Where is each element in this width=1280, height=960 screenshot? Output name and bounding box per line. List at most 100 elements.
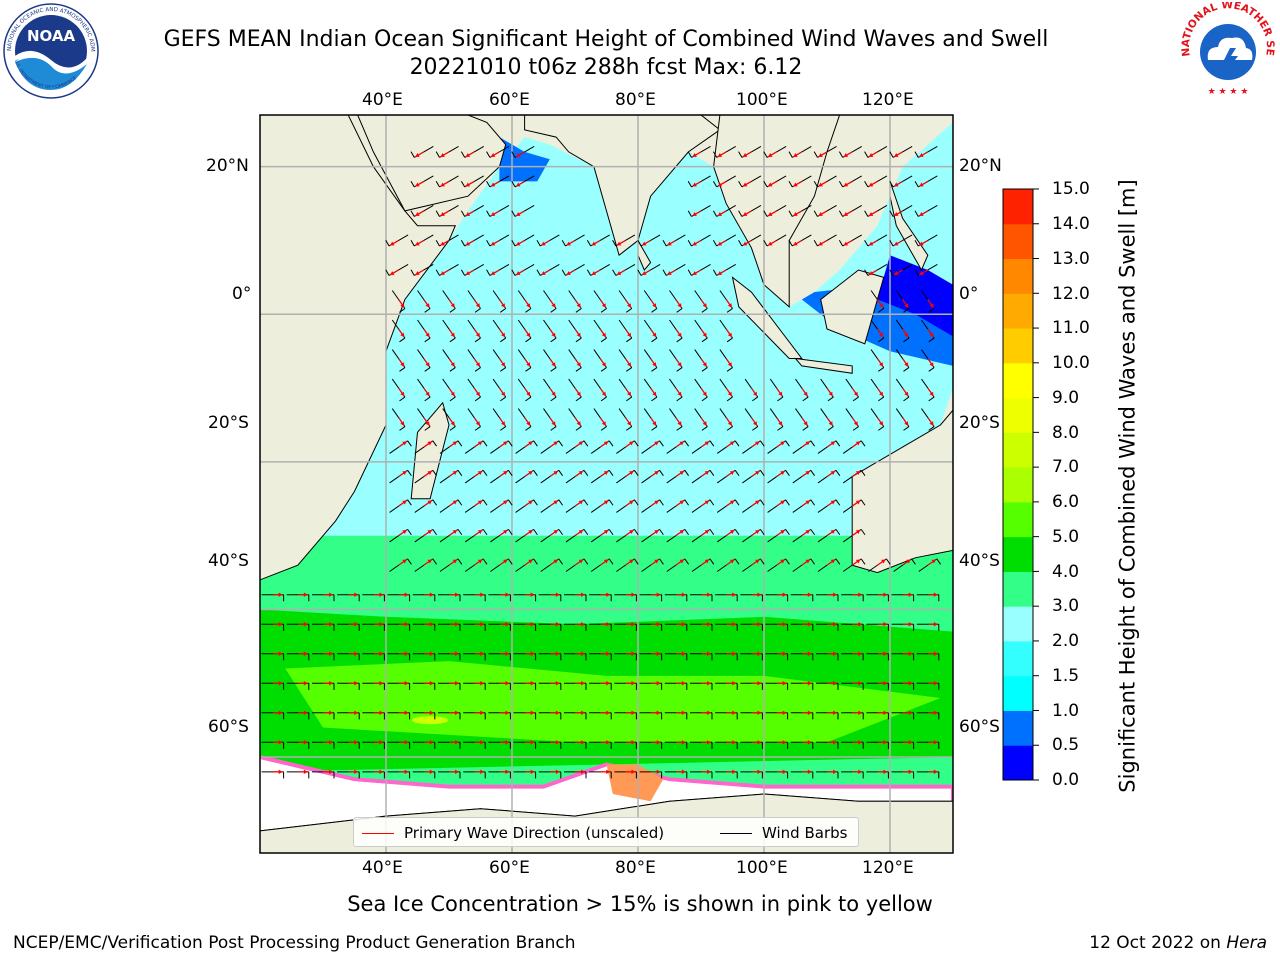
wind-barb-feather — [435, 210, 440, 217]
wind-barb-feather — [482, 499, 488, 506]
wave-arrow-head — [603, 529, 609, 534]
wave-arrow-head — [702, 391, 707, 397]
colorbar-swatch — [1003, 640, 1033, 677]
colorbar-tick-label: 2.0 — [1052, 631, 1080, 651]
wind-barb-feather — [760, 440, 765, 447]
wave-arrow-head — [555, 622, 560, 627]
wind-barb-feather — [407, 558, 412, 565]
wave-arrow-head — [929, 421, 934, 426]
wind-barb-feather — [508, 529, 513, 536]
lat-label-right: 40°S — [959, 551, 1000, 571]
wave-arrow-head — [904, 332, 909, 338]
wind-barb-feather — [928, 308, 935, 313]
wave-arrow-head — [581, 681, 585, 686]
wind-barb-feather — [810, 558, 816, 565]
wave-arrow-head — [818, 153, 823, 157]
colorbar-swatch — [1003, 223, 1033, 260]
wave-arrow-head — [883, 769, 888, 775]
wave-arrow-head — [883, 681, 888, 686]
wave-arrow-head — [601, 332, 606, 338]
wave-arrow-head — [843, 153, 849, 157]
wave-arrow-head — [830, 529, 836, 534]
wave-arrow-head — [526, 303, 531, 308]
wave-arrow-head — [778, 421, 783, 426]
wind-barb-feather — [474, 426, 481, 431]
wind-barb-feather — [626, 426, 632, 431]
wind-barb-feather — [449, 308, 456, 313]
wind-barb-feather — [558, 499, 564, 506]
wave-arrow-head — [732, 592, 737, 597]
wave-arrow-head — [883, 651, 888, 656]
wave-arrow-head — [879, 332, 884, 338]
wave-arrow-head — [425, 332, 430, 338]
wave-arrow-head — [551, 421, 556, 426]
wave-arrow-head — [526, 362, 531, 367]
wave-arrow-head — [627, 362, 632, 367]
wave-arrow-head — [732, 651, 737, 656]
wave-arrow-head — [704, 441, 710, 446]
production-date-text: 12 Oct 2022 on — [1089, 933, 1221, 953]
wave-arrow-head — [768, 241, 773, 246]
wave-arrow-head — [908, 592, 913, 597]
wave-arrow-head — [729, 470, 735, 475]
wind-barb-feather — [457, 470, 463, 477]
wind-barb-feather — [889, 210, 894, 217]
wave-arrow-head — [578, 559, 584, 564]
wave-arrow-head — [702, 362, 707, 367]
wave-arrow-head — [717, 212, 723, 216]
wave-arrow-head — [858, 651, 863, 656]
wind-barb-feather — [435, 269, 440, 276]
wind-barb-feather — [878, 337, 884, 343]
wave-arrow-head — [455, 740, 459, 745]
landmass-borneo — [820, 269, 885, 345]
colorbar-tick-label: 0.5 — [1052, 735, 1080, 755]
wind-barb-feather — [785, 470, 790, 477]
wave-arrow-head — [778, 391, 783, 397]
wave-arrow-head — [833, 592, 837, 597]
wind-barb-feather — [726, 426, 733, 431]
wave-arrow-head — [757, 592, 762, 597]
wind-barb-feather — [486, 210, 491, 217]
wind-barb-feather — [432, 529, 438, 536]
wind-barb-feather — [651, 396, 658, 402]
wave-arrow-head — [465, 153, 471, 157]
wave-arrow-head — [516, 271, 521, 275]
wave-arrow-head — [868, 153, 874, 157]
lon-label-bottom: 120°E — [862, 858, 914, 878]
wind-barb-feather — [407, 529, 412, 536]
wind-barb-feather — [533, 558, 538, 565]
colorbar-swatch — [1003, 710, 1033, 746]
wind-barb-feather — [407, 440, 412, 447]
wave-arrow-head — [807, 622, 812, 627]
wave-arrow-head — [679, 500, 684, 505]
wind-barb-feather — [734, 499, 740, 506]
wave-arrow-head — [818, 212, 823, 216]
wave-arrow-head — [581, 740, 585, 745]
wave-arrow-head — [566, 271, 571, 275]
wave-arrow-head — [858, 710, 863, 715]
wave-arrow-head — [717, 153, 723, 157]
wave-arrow-head — [782, 710, 787, 715]
wave-arrow-head — [879, 421, 884, 426]
wave-arrow-head — [933, 651, 938, 656]
wave-arrow-head — [601, 421, 606, 426]
wave-arrow-head — [904, 391, 909, 397]
wave-arrow-head — [429, 681, 434, 686]
production-date: 12 Oct 2022 on Hera — [1089, 933, 1267, 953]
wind-barb-feather — [684, 470, 690, 477]
lat-label-left: 0° — [232, 284, 252, 304]
wind-barb-feather — [586, 239, 592, 247]
wave-arrow-head — [868, 241, 874, 246]
wave-arrow-head — [440, 241, 445, 246]
wind-barb-feather — [763, 151, 768, 158]
wind-barb-feather — [813, 210, 818, 217]
wave-arrow-head — [919, 212, 924, 216]
wind-barb-feather — [600, 337, 607, 343]
wave-arrow-head — [480, 681, 485, 686]
wind-barb-feather — [608, 499, 614, 506]
wave-arrow-head — [303, 740, 308, 745]
wind-barb-feather — [827, 396, 834, 402]
wind-barb-feather — [709, 558, 715, 565]
wave-arrow-head — [526, 421, 531, 426]
